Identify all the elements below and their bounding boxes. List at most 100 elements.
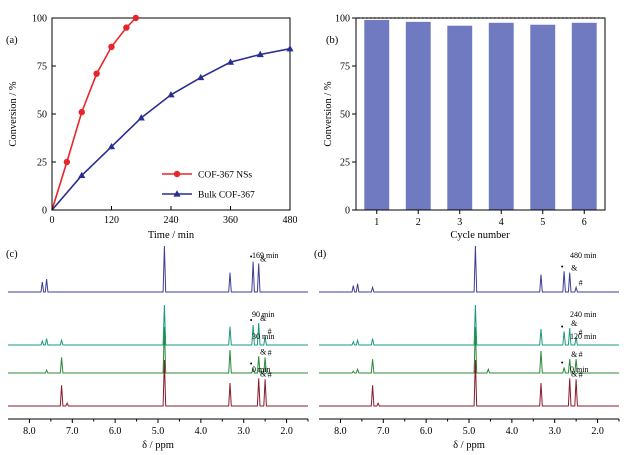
- legend-label-bulk-cof-367: Bulk COF-367: [198, 191, 255, 201]
- panel-a-x-tick-label: 0: [50, 215, 55, 226]
- panel-d-peak-mark: #: [579, 350, 583, 359]
- series-line-cof-367-nss: [51, 17, 137, 211]
- panel-c-trace-label: 30 min: [252, 332, 274, 341]
- panel-b-x-tick-label: 1: [374, 217, 379, 228]
- panel-c-spectrum-30-min: [8, 326, 308, 374]
- panel-c-x-axis-label: δ / ppm: [142, 440, 174, 451]
- panel-d-nmr-spectra: (d) 480 min• &#240 min• &#120 min•& #0 min&…: [314, 245, 620, 451]
- panel-b-y-tick-label: 50: [340, 110, 350, 121]
- legend-marker-cof-367-nss: [173, 170, 181, 178]
- panel-c-peak-mark: &: [260, 347, 267, 356]
- panel-c-x-tick-label: 8.0: [23, 426, 36, 437]
- panel-c-peak-mark: #: [268, 327, 272, 336]
- bar-cycle-1: [364, 19, 390, 211]
- panel-a-plot-frame: [51, 17, 291, 211]
- panel-d-peak-mark: •: [561, 262, 564, 271]
- panel-a-y-axis-label: Conversion / %: [8, 81, 19, 147]
- panel-d-peak-mark: &: [571, 264, 578, 273]
- panel-d-peak-mark: #: [579, 370, 583, 379]
- panel-a-y-tick-label: 100: [32, 14, 47, 25]
- data-point-cof-367-nss: [108, 43, 115, 50]
- panel-b-x-tick-label: 6: [582, 217, 587, 228]
- panel-a-legend: COF-367 NSs Bulk COF-367: [162, 171, 255, 201]
- panel-c-spectrum-0-min: [8, 359, 308, 407]
- data-point-bulk-cof-367: [256, 50, 264, 58]
- panel-c-peak-mark: &: [260, 314, 267, 323]
- panel-d-trace-label: 120 min: [570, 332, 596, 341]
- panel-a-x-tick-label: 240: [164, 215, 179, 226]
- panel-d-x-axis-label: δ / ppm: [453, 440, 485, 451]
- panel-d-x-tick-label: 5.0: [463, 426, 476, 437]
- data-point-cof-367-nss: [123, 24, 130, 31]
- panel-d-peak-mark: #: [579, 328, 583, 337]
- panel-d-peak-mark: &: [571, 350, 578, 359]
- panel-c-x-tick-label: 7.0: [66, 426, 79, 437]
- panel-d-x-tick-label: 8.0: [334, 426, 347, 437]
- panel-d-x-tick-label: 4.0: [506, 426, 519, 437]
- legend-marker-bulk-cof-367: [173, 190, 181, 197]
- panel-b-x-tick-label: 2: [416, 217, 421, 228]
- panel-d-x-tick-label: 3.0: [548, 426, 561, 437]
- panel-d-peak-mark: &: [571, 319, 578, 328]
- panel-d-spectrum-240-min: [319, 304, 619, 346]
- data-point-bulk-cof-367: [197, 73, 205, 81]
- panel-a-x-tick-label: 480: [283, 215, 298, 226]
- panel-c-label: (c): [6, 249, 18, 260]
- data-point-bulk-cof-367: [286, 45, 294, 52]
- panel-c-nmr-spectra: (c) 169 min• &90 min• &#30 min•& #0 min& # 8…: [6, 245, 309, 451]
- panel-d-trace-label: 0 min: [570, 365, 588, 374]
- panel-a-y-tick-label: 50: [37, 110, 47, 121]
- data-point-cof-367-nss: [132, 14, 139, 22]
- panel-d-peak-mark: &: [571, 369, 578, 378]
- panel-b-x-tick-label: 4: [499, 217, 504, 228]
- panel-c-trace-label: 169 min: [252, 251, 278, 260]
- panel-c-spectrum-90-min: [8, 304, 308, 346]
- panel-d-x-tick-label: 7.0: [377, 426, 390, 437]
- panel-d-spectrum-0-min: [319, 359, 619, 407]
- panel-c-trace-label: 90 min: [252, 310, 274, 319]
- panel-d-peak-mark: •: [561, 322, 564, 331]
- panel-d-x-tick-label: 2.0: [591, 426, 604, 437]
- panel-c-x-tick-label: 2.0: [280, 426, 293, 437]
- data-point-cof-367-nss: [93, 70, 100, 77]
- bar-cycle-3: [447, 25, 473, 211]
- bar-cycle-2: [405, 21, 431, 211]
- data-point-bulk-cof-367: [226, 58, 235, 65]
- panel-c-peak-mark: •: [250, 316, 253, 325]
- panel-d-peak-mark: •: [561, 358, 564, 367]
- panel-a-x-axis-label: Time / min: [148, 230, 195, 241]
- data-point-bulk-cof-367: [107, 142, 116, 150]
- data-point-cof-367-nss: [63, 158, 71, 166]
- panel-a-x-tick-label: 120: [104, 215, 119, 226]
- data-point-bulk-cof-367: [167, 91, 175, 98]
- panel-b-y-tick-label: 0: [345, 206, 350, 217]
- panel-b-y-tick-label: 25: [340, 158, 350, 169]
- panel-b-plot-frame: [355, 17, 606, 211]
- panel-c-peak-mark: &: [260, 369, 267, 378]
- panel-c-x-tick-label: 6.0: [109, 426, 122, 437]
- panel-a-x-tick-label: 360: [223, 215, 238, 226]
- panel-b-label: (b): [326, 35, 339, 46]
- panel-b-x-tick-label: 3: [457, 217, 462, 228]
- panel-d-trace-label: 240 min: [570, 310, 596, 319]
- panel-c-peak-mark: #: [268, 348, 272, 357]
- panel-c-peak-mark: •: [250, 359, 253, 368]
- panel-c-peak-mark: •: [250, 253, 253, 262]
- panel-a-y-tick-label: 25: [37, 158, 47, 169]
- panel-a-line-chart: (a) 0 120 240 360 480 0 25 50 75 100 Time / min C…: [6, 14, 298, 242]
- panel-a-label: (a): [6, 35, 18, 46]
- panel-b-x-axis-label: Cycle number: [450, 230, 510, 241]
- panel-a-y-tick-label: 0: [42, 206, 47, 217]
- panel-c-spectrum-169-min: [8, 245, 308, 293]
- data-point-cof-367-nss: [78, 108, 85, 116]
- panel-c-peak-mark: &: [260, 254, 267, 263]
- panel-b-x-tick-label: 5: [540, 217, 545, 228]
- panel-d-spectrum-480-min: [319, 245, 619, 293]
- panel-b-y-tick-label: 100: [335, 14, 350, 25]
- panel-a-y-tick-label: 75: [37, 62, 47, 73]
- panel-b-bar-chart: (b) 1 2 3 4 5 6 0 25 50 75 100 Cycle number Conver…: [323, 14, 606, 241]
- panel-c-trace-label: 0 min: [252, 365, 270, 374]
- bar-cycle-6: [571, 22, 597, 210]
- bar-cycle-5: [530, 24, 556, 210]
